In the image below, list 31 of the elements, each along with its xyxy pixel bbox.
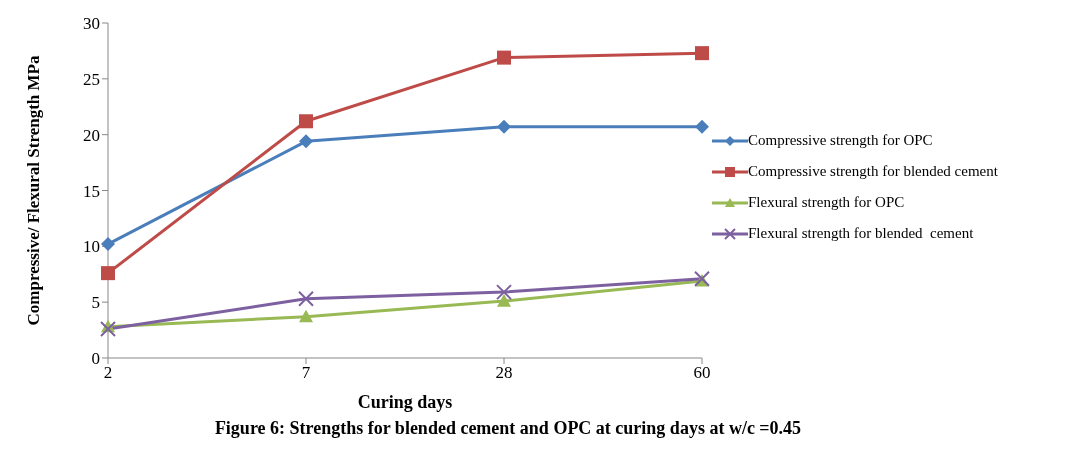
point	[695, 46, 709, 61]
y-tick-label: 0	[91, 349, 100, 369]
point	[497, 119, 511, 134]
caption: Figure 6: Strengths for blended cement and OPC at curing days at w/c =0.45	[213, 418, 803, 439]
point	[497, 294, 511, 307]
y-tick-label: 25	[83, 69, 100, 89]
y-tick-label: 10	[83, 237, 100, 257]
x-tick-label: 2	[103, 363, 113, 383]
point	[299, 134, 313, 149]
x-axis-title: Curing days	[357, 392, 453, 412]
point	[496, 284, 512, 301]
x-tick-label: 7	[301, 363, 311, 383]
y-axis-title: Compressive/ Flexural Strength MPa	[24, 55, 44, 326]
point	[101, 266, 115, 281]
point	[298, 290, 314, 307]
point	[695, 119, 709, 134]
point	[100, 320, 116, 337]
y-tick-label: 15	[83, 181, 100, 201]
y-tick-label: 30	[83, 14, 100, 34]
legend-label: Flexural strength for OPC	[748, 194, 905, 211]
point	[497, 50, 511, 65]
point	[101, 237, 115, 252]
y-tick-label: 5	[91, 293, 100, 313]
x-tick-label: 60	[693, 363, 711, 383]
y-tick-label: 20	[83, 125, 100, 145]
legend-label: Compressive strength for OPC	[748, 132, 933, 149]
legend-label: Compressive strength for blended cement	[748, 163, 998, 180]
x-tick-label: 28	[495, 363, 513, 383]
point	[299, 309, 313, 323]
point	[299, 114, 313, 129]
legend-label: Flexural strength for blended cement	[748, 225, 974, 242]
